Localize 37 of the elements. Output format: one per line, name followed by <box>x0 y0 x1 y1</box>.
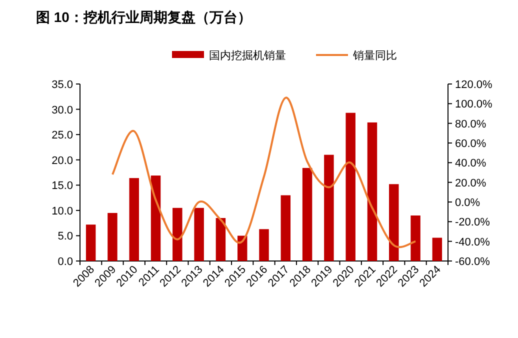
legend-label: 国内挖掘机销量 <box>209 49 286 62</box>
y-tick-label: 10.0 <box>52 205 73 218</box>
bar <box>302 168 312 261</box>
y2-tick-label: -60.0% <box>455 256 490 268</box>
y2-tick-label: 100.0% <box>455 98 493 111</box>
y-tick-label: 30.0 <box>52 104 73 116</box>
y-tick-label: 25.0 <box>52 130 73 142</box>
bar <box>86 224 96 261</box>
bar <box>410 215 420 261</box>
bar <box>172 208 182 261</box>
chart-title: 图 10：挖机行业周期复盘（万台） <box>36 9 252 25</box>
y2-tick-label: 120.0% <box>455 79 493 91</box>
y-tick-label: 35.0 <box>52 79 73 91</box>
bar <box>108 212 118 261</box>
bar <box>432 238 442 261</box>
y-tick-label: 5.0 <box>58 230 73 243</box>
y2-tick-label: 80.0% <box>455 118 486 130</box>
y2-tick-label: -40.0% <box>455 236 490 248</box>
y-tick-label: 15.0 <box>52 180 73 192</box>
bar <box>346 112 356 261</box>
y-tick-label: 20.0 <box>52 154 73 167</box>
bar <box>216 218 226 261</box>
y2-tick-label: 40.0% <box>455 158 486 170</box>
bar <box>324 154 334 261</box>
y2-tick-label: 20.0% <box>455 177 486 190</box>
bar <box>259 229 269 261</box>
y-tick-label: 0.0 <box>58 256 73 268</box>
y2-tick-label: 0.0% <box>455 197 480 209</box>
bar <box>280 195 291 261</box>
bar <box>150 176 161 261</box>
bar <box>389 184 399 261</box>
bar <box>367 122 378 261</box>
y2-tick-label: 60.0% <box>455 138 486 150</box>
legend-label: 销量同比 <box>352 49 397 62</box>
y2-tick-label: -20.0% <box>455 216 490 229</box>
bar <box>194 208 204 261</box>
bar <box>129 178 139 261</box>
